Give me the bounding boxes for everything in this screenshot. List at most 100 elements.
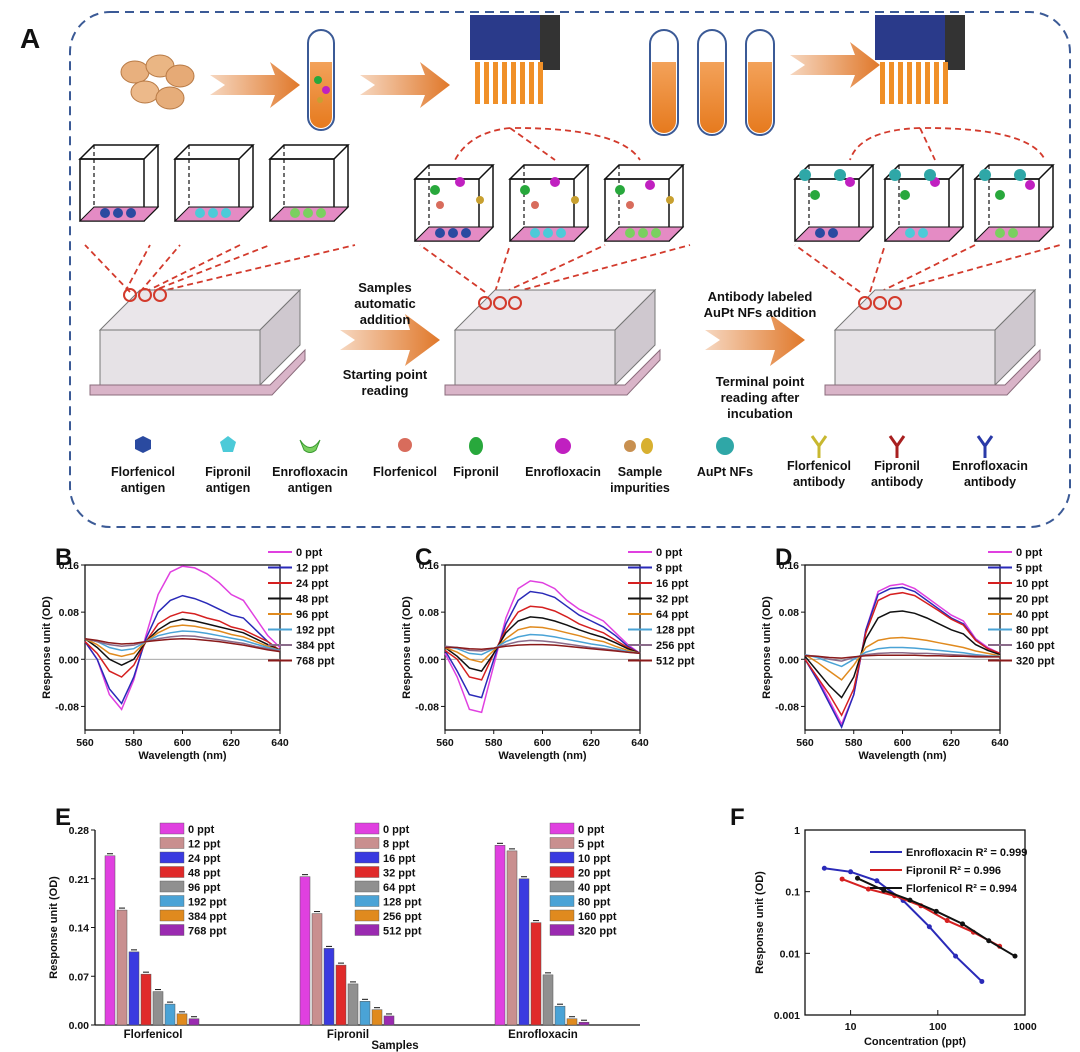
florfenicol-antibody-icon — [810, 435, 828, 458]
legend-label: 320 ppt — [578, 926, 617, 938]
legend-label: 160 ppt — [578, 911, 617, 923]
data-point — [953, 953, 959, 959]
series-line — [804, 654, 1000, 659]
bar — [152, 991, 164, 1026]
legend-label: 5 ppt — [1016, 563, 1043, 575]
legend-label: 12 ppt — [188, 839, 221, 851]
y-tick-label: 0.01 — [780, 948, 801, 960]
legend-label: 40 ppt — [578, 882, 611, 894]
series-line — [444, 580, 641, 714]
bar — [104, 855, 116, 1026]
x-tick-label: 560 — [796, 737, 814, 749]
y-axis-label: Response unit (OD) — [401, 596, 413, 699]
legend-label: 128 ppt — [656, 625, 695, 637]
y-tick-label: 0.001 — [774, 1010, 800, 1022]
svg-text:Antibody labeled: Antibody labeled — [708, 289, 813, 304]
legend-swatch — [159, 837, 185, 849]
legend-label: 64 ppt — [383, 882, 416, 894]
series-line — [84, 594, 281, 705]
y-tick-label: 0.00 — [419, 654, 440, 666]
svg-text:automatic: automatic — [354, 296, 415, 311]
legend-labels: Florfenicol antigen Fipronil antigen Enrof… — [111, 459, 1028, 495]
svg-text:Florfenicol: Florfenicol — [373, 465, 437, 479]
legend-label: 192 ppt — [188, 897, 227, 909]
step-2-label: Antibody labeled AuPt NFs addition Termi… — [704, 289, 817, 421]
data-point — [944, 918, 950, 924]
microplate-2 — [444, 289, 661, 396]
data-point — [907, 897, 913, 903]
legend-label: 16 ppt — [383, 853, 416, 865]
y-tick-label: 0.16 — [779, 560, 800, 572]
series-line — [804, 591, 1001, 717]
x-tick-label: 640 — [991, 737, 1009, 749]
legend-swatch — [549, 880, 575, 893]
x-tick-label: 620 — [222, 737, 240, 749]
legend-label: 8 ppt — [656, 563, 683, 575]
data-point — [865, 886, 871, 892]
panel-letter: F — [730, 804, 745, 831]
y-tick-label: 0.14 — [69, 923, 90, 935]
series-line — [804, 583, 1001, 726]
legend-swatch — [159, 851, 185, 864]
y-tick-label: 0.08 — [779, 607, 800, 619]
legend-swatch — [159, 909, 185, 922]
legend-swatch — [159, 880, 185, 893]
svg-text:reading: reading — [362, 383, 409, 398]
x-axis-label: Samples — [371, 1040, 418, 1052]
x-tick-label: 1000 — [1013, 1021, 1037, 1033]
series-line — [444, 616, 641, 672]
svg-text:incubation: incubation — [727, 406, 793, 421]
step-1-label: Samples automatic addition Starting poin… — [343, 280, 428, 398]
y-tick-label: 0.00 — [779, 654, 800, 666]
bar — [578, 1021, 590, 1026]
data-point — [848, 869, 854, 875]
svg-text:antibody: antibody — [871, 475, 923, 489]
series-line — [444, 639, 641, 655]
legend-label: 128 ppt — [383, 897, 422, 909]
svg-text:Enrofloxacin: Enrofloxacin — [952, 459, 1028, 473]
legend-swatch — [549, 924, 575, 936]
bar — [542, 974, 554, 1026]
data-point — [881, 887, 887, 893]
svg-text:impurities: impurities — [610, 481, 670, 495]
sample-tube-icon — [307, 29, 335, 131]
plot-frame — [804, 829, 1026, 1016]
data-point — [855, 875, 861, 881]
y-tick-label: -0.08 — [775, 701, 799, 713]
y-tick-label: 0.00 — [59, 654, 80, 666]
legend-label: 0 ppt — [1016, 547, 1043, 559]
panel-letter: D — [775, 544, 792, 571]
enrofloxacin-antibody-icon — [976, 435, 994, 458]
data-point — [821, 865, 827, 871]
hexagon-antigen-icon — [135, 436, 151, 453]
panel-letter: B — [55, 544, 72, 571]
highlighted-wells — [123, 288, 902, 310]
y-tick-label: 0.16 — [419, 560, 440, 572]
x-tick-label: 580 — [125, 737, 143, 749]
legend-swatch — [549, 866, 575, 878]
bar — [128, 951, 140, 1026]
plot-frame — [84, 564, 281, 731]
svg-text:AuPt NFs addition: AuPt NFs addition — [704, 305, 817, 320]
legend-label: 10 ppt — [578, 853, 611, 865]
series-line — [804, 652, 1001, 662]
x-axis-label: Concentration (ppt) — [864, 1036, 966, 1048]
x-tick-label: 640 — [271, 737, 289, 749]
group-label: Florfenicol — [124, 1029, 183, 1041]
series-line — [804, 636, 1001, 681]
legend-label: 32 ppt — [383, 868, 416, 880]
legend-label: 20 ppt — [1016, 594, 1049, 606]
y-tick-label: -0.08 — [55, 701, 79, 713]
series-line — [84, 637, 281, 653]
legend-label: 0 ppt — [656, 547, 683, 559]
legend-swatch — [159, 822, 185, 835]
y-tick-label: 0.08 — [419, 607, 440, 619]
legend-swatch — [354, 880, 380, 893]
x-tick-label: 560 — [436, 737, 454, 749]
x-tick-label: 600 — [534, 737, 552, 749]
bar — [311, 913, 323, 1026]
y-axis-label: Response unit (OD) — [48, 876, 60, 979]
bar — [383, 1015, 395, 1026]
bar — [323, 948, 335, 1026]
chart-panel-d: D 560 580 600 620 640 -0.08 0.00 0.08 0.16 Wavelen… — [761, 544, 1055, 762]
